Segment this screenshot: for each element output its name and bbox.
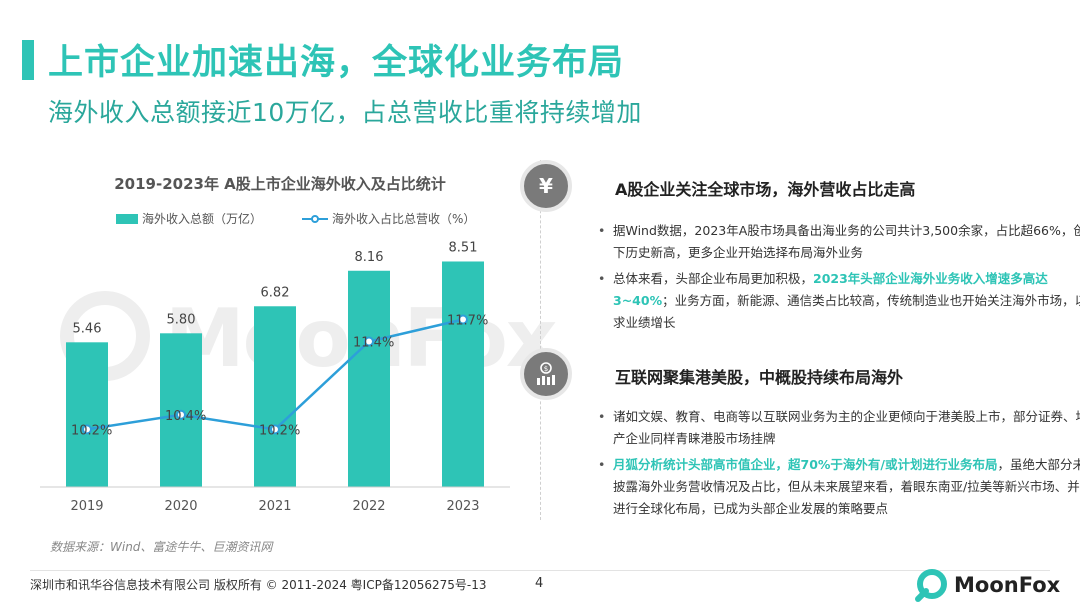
yen-icon: ¥ bbox=[520, 160, 572, 212]
legend-bar-label: 海外收入总额（万亿） bbox=[142, 212, 263, 226]
bar-2019 bbox=[66, 342, 108, 487]
bar-value-label: 5.80 bbox=[167, 312, 196, 327]
line-point bbox=[364, 336, 374, 347]
footer-copyright: 深圳市和讯华谷信息技术有限公司 版权所有 © 2011-2024 粤ICP备12… bbox=[30, 578, 487, 592]
x-tick-label: 2023 bbox=[446, 499, 479, 514]
moonfox-logo: MoonFox bbox=[914, 568, 1060, 602]
page-number: 4 bbox=[535, 576, 544, 591]
line-point bbox=[176, 409, 186, 420]
highlight-text: 月狐分析统计头部高市值企业，超70%于海外有/或计划进行业务布局 bbox=[613, 457, 998, 472]
legend-line-swatch bbox=[302, 214, 329, 223]
bullet-item: 月狐分析统计头部高市值企业，超70%于海外有/或计划进行业务布局，虽绝大部分未披… bbox=[595, 454, 1080, 520]
bar-2022 bbox=[348, 270, 390, 487]
line-point bbox=[82, 424, 92, 435]
x-tick-label: 2020 bbox=[164, 499, 197, 514]
bar-value-label: 6.82 bbox=[261, 285, 290, 300]
legend-item-bar: 海外收入总额（万亿） bbox=[116, 210, 262, 227]
highlight-text: 2023年头部企业海外业务收入增速多高达3~40% bbox=[613, 271, 1048, 308]
bullet-text: ，虽绝大部分未披露海外业务营收情况及占比，但从未来展望来看，着眼东南亚/拉美等新… bbox=[613, 457, 1080, 516]
bullet-item: 据Wind数据，2023年A股市场具备出海业务的公司共计3,500余家，占比超6… bbox=[595, 220, 1080, 264]
legend-item-line: 海外收入占比总营收（%） bbox=[302, 210, 475, 227]
bar-2021 bbox=[254, 306, 296, 487]
bar-2023 bbox=[442, 261, 484, 487]
bar-line-chart: 5.46 2019 5.80 2020 6.82 2021 8.16 2022 8.51 2023… bbox=[40, 240, 510, 514]
bar-value-label: 8.16 bbox=[355, 250, 384, 265]
x-tick-label: 2019 bbox=[70, 499, 103, 514]
section-heading: A股企业关注全球市场，海外营收占比走高 bbox=[615, 180, 916, 199]
title-accent-bar bbox=[22, 40, 34, 80]
bullet-list: 诸如文娱、教育、电商等以互联网业务为主的企业更倾向于港美股上市，部分证券、地产企… bbox=[595, 406, 1080, 524]
footer-divider bbox=[30, 570, 1050, 571]
bullet-text: 据Wind数据，2023年A股市场具备出海业务的公司共计3,500余家，占比超6… bbox=[613, 223, 1080, 260]
svg-text:$: $ bbox=[544, 365, 548, 373]
bullet-text: ；业务方面，新能源、通信类占比较高，传统制造业也开始关注海外市场，以求业绩增长 bbox=[613, 293, 1080, 330]
bullet-list: 据Wind数据，2023年A股市场具备出海业务的公司共计3,500余家，占比超6… bbox=[595, 220, 1080, 338]
line-value-label: 11.4% bbox=[353, 336, 394, 351]
chart-title: 2019-2023年 A股上市企业海外收入及占比统计 bbox=[114, 175, 446, 193]
x-tick-label: 2021 bbox=[258, 499, 291, 514]
legend-bar-swatch bbox=[116, 213, 138, 224]
section-divider bbox=[540, 160, 541, 520]
coin-chart-icon: $ bbox=[520, 348, 572, 400]
bullet-item: 总体来看，头部企业布局更加积极，2023年头部企业海外业务收入增速多高达3~40… bbox=[595, 268, 1080, 334]
line-value-label: 11.7% bbox=[447, 314, 488, 329]
page-title: 上市企业加速出海，全球化业务布局 bbox=[48, 43, 625, 83]
bar-value-label: 8.51 bbox=[449, 240, 478, 255]
bar-value-label: 5.46 bbox=[73, 321, 102, 336]
legend-line-label: 海外收入占比总营收（%） bbox=[332, 212, 476, 226]
data-source: 数据来源：Wind、富途牛牛、巨潮资讯网 bbox=[50, 540, 273, 554]
line-value-label: 10.2% bbox=[71, 423, 112, 438]
line-value-label: 10.2% bbox=[259, 423, 300, 438]
logo-text: MoonFox bbox=[954, 573, 1061, 597]
bullet-item: 诸如文娱、教育、电商等以互联网业务为主的企业更倾向于港美股上市，部分证券、地产企… bbox=[595, 406, 1080, 450]
line-value-label: 10.4% bbox=[165, 409, 206, 424]
bullet-text: 诸如文娱、教育、电商等以互联网业务为主的企业更倾向于港美股上市，部分证券、地产企… bbox=[613, 409, 1080, 446]
page-subtitle: 海外收入总额接近10万亿，占总营收比重将持续增加 bbox=[48, 98, 642, 127]
section-heading: 互联网聚集港美股，中概股持续布局海外 bbox=[615, 368, 904, 387]
chart-legend: 海外收入总额（万亿） 海外收入占比总营收（%） bbox=[116, 210, 475, 227]
moonfox-logo-icon bbox=[915, 569, 947, 602]
line-point bbox=[270, 424, 280, 435]
bullet-text: 总体来看，头部企业布局更加积极， bbox=[613, 271, 814, 286]
line-point bbox=[458, 314, 468, 325]
x-tick-label: 2022 bbox=[352, 499, 385, 514]
